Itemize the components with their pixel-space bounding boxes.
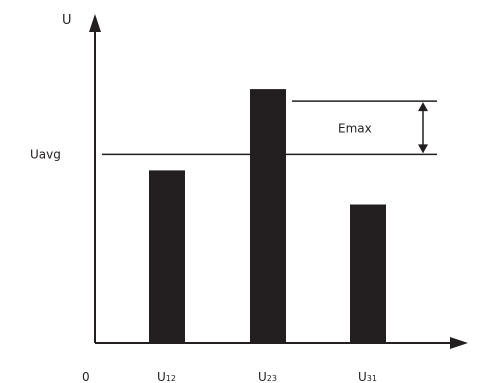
annotations: Uavg Emax [30, 100, 437, 161]
avg-label: Uavg [30, 147, 61, 161]
origin-label: 0 [82, 370, 90, 383]
x-tick-labels: U12 U23 U31 [157, 370, 377, 383]
y-axis-label: U [62, 13, 72, 28]
x-tick-label: U23 [258, 370, 277, 383]
x-axis-arrow-icon [450, 337, 468, 349]
x-tick-label: U31 [358, 370, 377, 383]
bar-u23 [250, 89, 286, 343]
emax-label: Emax [338, 122, 372, 136]
bar-u12 [149, 170, 185, 343]
bar-u31 [350, 204, 386, 343]
y-axis-arrow-icon [89, 14, 101, 32]
arrow-up-icon [418, 102, 428, 112]
bars [149, 89, 386, 343]
x-tick-label: U12 [157, 370, 176, 383]
arrow-down-icon [418, 144, 428, 154]
